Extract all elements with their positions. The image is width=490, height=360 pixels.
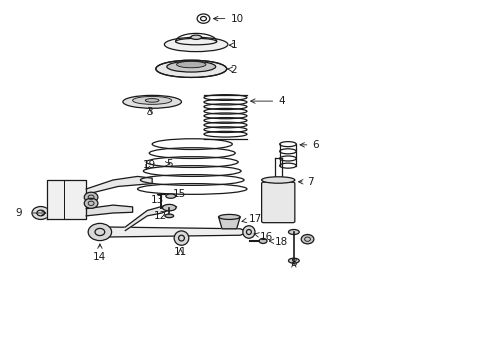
FancyBboxPatch shape [262, 182, 295, 223]
Ellipse shape [289, 258, 299, 263]
Text: 17: 17 [242, 214, 262, 224]
Text: 13: 13 [151, 195, 165, 205]
Ellipse shape [175, 39, 217, 45]
Text: 7: 7 [298, 177, 314, 187]
Ellipse shape [164, 37, 228, 51]
Circle shape [88, 224, 112, 240]
Text: 1: 1 [229, 40, 237, 50]
Ellipse shape [243, 226, 255, 238]
Circle shape [84, 192, 98, 202]
Circle shape [84, 198, 98, 208]
Text: 10: 10 [214, 14, 244, 24]
Ellipse shape [146, 99, 159, 102]
Text: 9: 9 [15, 208, 22, 218]
Text: 19: 19 [143, 160, 156, 170]
Text: 12: 12 [154, 211, 168, 221]
Polygon shape [47, 180, 86, 220]
Text: 2: 2 [227, 64, 237, 75]
Circle shape [301, 234, 314, 244]
Text: 14: 14 [93, 244, 106, 262]
Polygon shape [219, 217, 240, 229]
Text: 18: 18 [270, 237, 289, 247]
Text: 6: 6 [300, 140, 319, 150]
Ellipse shape [219, 215, 240, 220]
Ellipse shape [176, 61, 206, 68]
Polygon shape [125, 205, 176, 230]
Circle shape [32, 207, 49, 220]
Ellipse shape [123, 95, 181, 108]
Text: 15: 15 [172, 189, 186, 199]
Ellipse shape [289, 229, 299, 234]
Ellipse shape [191, 35, 201, 40]
Ellipse shape [162, 204, 176, 211]
Ellipse shape [165, 214, 173, 218]
Text: 3: 3 [147, 107, 153, 117]
Text: 11: 11 [174, 247, 187, 257]
Ellipse shape [259, 238, 267, 243]
Ellipse shape [174, 231, 189, 245]
Text: 5: 5 [165, 159, 172, 169]
Ellipse shape [156, 60, 227, 77]
Polygon shape [86, 205, 133, 216]
Text: 16: 16 [254, 232, 273, 242]
Polygon shape [86, 176, 152, 194]
Ellipse shape [166, 194, 175, 198]
Ellipse shape [167, 61, 216, 72]
Ellipse shape [133, 96, 172, 104]
Polygon shape [100, 227, 249, 237]
Ellipse shape [262, 177, 295, 183]
Text: 8: 8 [291, 258, 297, 268]
Text: 4: 4 [251, 96, 285, 106]
